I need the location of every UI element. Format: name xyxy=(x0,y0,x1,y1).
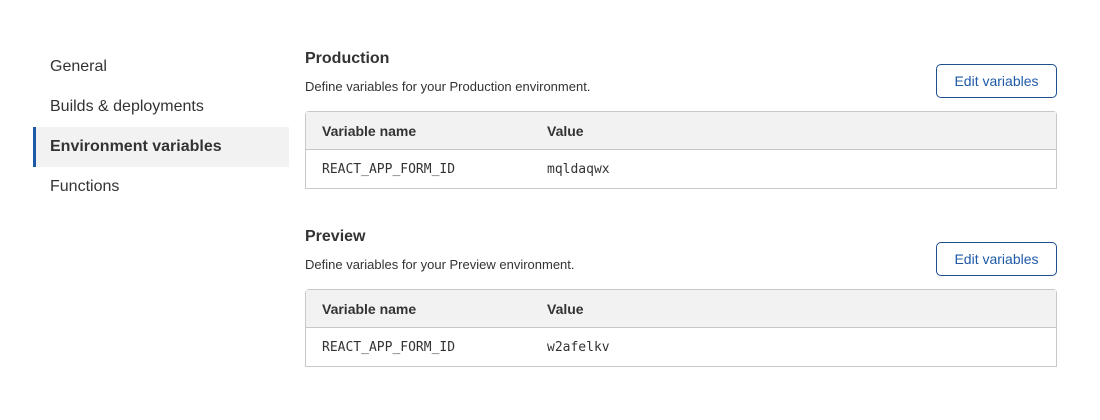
settings-sidebar: General Builds & deployments Environment… xyxy=(33,47,289,207)
variables-table: Variable name Value REACT_APP_FORM_ID mq… xyxy=(305,111,1057,189)
section-description: Define variables for your Preview enviro… xyxy=(305,257,575,272)
column-header-name: Variable name xyxy=(322,122,417,139)
table-header: Variable name Value xyxy=(306,290,1056,328)
preview-section: Preview Edit variables Define variables … xyxy=(305,225,1057,367)
variable-name: REACT_APP_FORM_ID xyxy=(322,339,456,355)
table-row: REACT_APP_FORM_ID mqldaqwx xyxy=(306,150,1056,188)
column-header-value: Value xyxy=(547,122,584,139)
variables-table: Variable name Value REACT_APP_FORM_ID w2… xyxy=(305,289,1057,367)
section-title: Preview xyxy=(305,228,366,245)
edit-preview-variables-button[interactable]: Edit variables xyxy=(936,242,1057,276)
sidebar-item-builds-deployments[interactable]: Builds & deployments xyxy=(50,98,204,115)
production-section: Production Edit variables Define variabl… xyxy=(305,47,1057,189)
table-row: REACT_APP_FORM_ID w2afelkv xyxy=(306,328,1056,366)
variable-value: w2afelkv xyxy=(547,339,610,355)
section-title: Production xyxy=(305,50,390,67)
column-header-value: Value xyxy=(547,300,584,317)
table-header: Variable name Value xyxy=(306,112,1056,150)
sidebar-item-general[interactable]: General xyxy=(50,58,107,75)
section-description: Define variables for your Production env… xyxy=(305,79,591,94)
variable-value: mqldaqwx xyxy=(547,161,610,177)
column-header-name: Variable name xyxy=(322,300,417,317)
sidebar-item-functions[interactable]: Functions xyxy=(50,178,120,195)
sidebar-item-environment-variables[interactable]: Environment variables xyxy=(33,127,289,167)
edit-production-variables-button[interactable]: Edit variables xyxy=(936,64,1057,98)
variable-name: REACT_APP_FORM_ID xyxy=(322,161,456,177)
